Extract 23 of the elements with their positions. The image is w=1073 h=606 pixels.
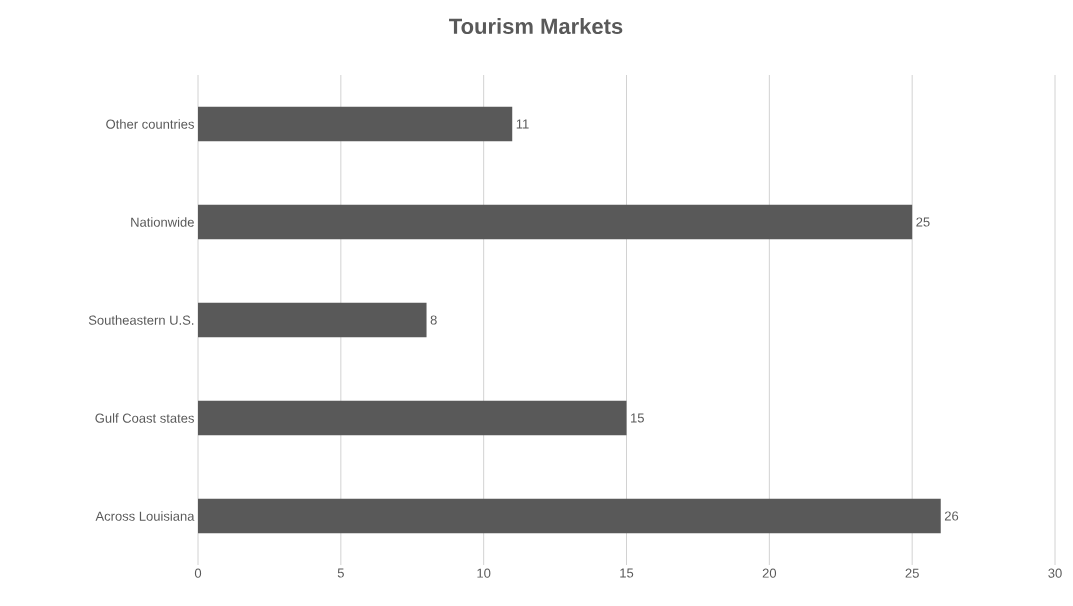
- y-tick-label: Gulf Coast states: [95, 413, 194, 423]
- data-label: 25: [916, 217, 930, 227]
- x-tick-label: 25: [905, 568, 919, 578]
- chart-title: Tourism Markets: [449, 17, 623, 35]
- data-label: 26: [944, 511, 959, 521]
- y-tick-label: Across Louisiana: [95, 511, 195, 521]
- data-label: 11: [516, 119, 529, 129]
- bar: [198, 400, 627, 436]
- y-tick-label: Other countries: [106, 119, 194, 129]
- x-tick-label: 5: [337, 568, 344, 578]
- bar: [198, 204, 913, 240]
- y-tick-label: Southeastern U.S.: [88, 315, 194, 325]
- x-tick-label: 0: [194, 568, 202, 578]
- data-label: 8: [430, 315, 437, 325]
- data-label: 15: [631, 413, 644, 423]
- bar: [198, 498, 941, 534]
- x-tick-label: 30: [1048, 568, 1062, 578]
- x-tick-label: 10: [477, 568, 491, 578]
- y-tick-label: Nationwide: [131, 217, 194, 227]
- bar: [198, 106, 513, 142]
- x-tick-label: 15: [620, 568, 634, 578]
- bar: [198, 302, 427, 338]
- x-tick-label: 20: [762, 568, 777, 578]
